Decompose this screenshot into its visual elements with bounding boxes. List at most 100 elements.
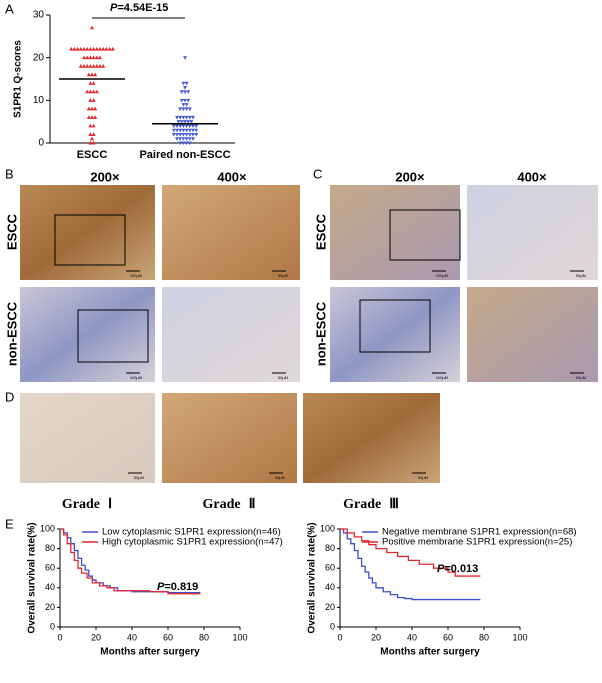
y-tick-label: 0 bbox=[50, 621, 55, 631]
scale-bar-label: 100μM bbox=[436, 375, 448, 380]
point bbox=[88, 140, 93, 145]
annotation: P=0.819 bbox=[157, 581, 198, 593]
survival-curve bbox=[340, 528, 481, 601]
point bbox=[179, 90, 184, 94]
point bbox=[187, 128, 192, 133]
point bbox=[98, 55, 102, 60]
point bbox=[98, 46, 102, 51]
point bbox=[104, 46, 109, 51]
x-tick-label: 40 bbox=[407, 632, 417, 642]
x-tick-label: 0 bbox=[337, 632, 342, 642]
point bbox=[101, 64, 106, 68]
scale-bar-label: 100μM bbox=[436, 273, 448, 278]
annotation: P=0.013 bbox=[437, 563, 478, 575]
point bbox=[82, 46, 86, 51]
point bbox=[186, 98, 191, 103]
point bbox=[171, 124, 176, 129]
point bbox=[191, 124, 195, 129]
panel-label: D bbox=[5, 389, 14, 404]
point bbox=[98, 64, 102, 68]
point bbox=[93, 115, 98, 119]
p-value: =4.54E-15 bbox=[117, 2, 168, 14]
point bbox=[184, 137, 189, 141]
y-tick-label: 20 bbox=[325, 602, 335, 612]
row-label: ESCC bbox=[4, 213, 19, 250]
point bbox=[194, 132, 199, 137]
x-tick-label: ESCC bbox=[77, 149, 108, 161]
x-tick-label: 0 bbox=[57, 632, 62, 642]
point bbox=[78, 64, 83, 68]
point bbox=[88, 123, 93, 128]
point bbox=[69, 46, 74, 51]
scale-bar-label: 50μM bbox=[576, 273, 586, 278]
point bbox=[181, 128, 186, 133]
point bbox=[171, 132, 176, 137]
point bbox=[183, 98, 187, 103]
scale-bar-label: 100μM bbox=[130, 375, 142, 380]
point bbox=[181, 132, 186, 137]
x-tick-label: 20 bbox=[371, 632, 381, 642]
point bbox=[86, 115, 91, 119]
point bbox=[181, 81, 186, 86]
point bbox=[85, 55, 90, 60]
y-tick-label: 0 bbox=[330, 621, 335, 631]
point bbox=[186, 120, 191, 124]
y-tick-label: 10 bbox=[33, 95, 45, 106]
x-tick-label: 20 bbox=[91, 632, 101, 642]
point bbox=[181, 103, 186, 107]
point bbox=[88, 132, 93, 136]
point bbox=[175, 124, 179, 129]
point bbox=[88, 55, 93, 60]
point bbox=[187, 107, 192, 112]
point bbox=[91, 89, 96, 94]
point bbox=[90, 106, 94, 111]
x-axis-label: Months after surgery bbox=[380, 647, 480, 658]
grade-numeral: Ⅲ bbox=[389, 497, 399, 512]
point bbox=[179, 98, 184, 103]
point bbox=[91, 81, 96, 85]
point bbox=[91, 55, 96, 60]
point bbox=[175, 137, 179, 141]
point bbox=[184, 124, 189, 129]
p-value: =0.013 bbox=[444, 563, 478, 575]
grade-numeral: Ⅱ bbox=[249, 497, 256, 512]
y-tick-label: 40 bbox=[325, 582, 335, 592]
column-header: 400× bbox=[517, 169, 547, 184]
point bbox=[75, 46, 80, 51]
y-tick-label: 20 bbox=[45, 602, 55, 612]
point bbox=[178, 115, 183, 120]
point bbox=[184, 103, 189, 107]
point bbox=[88, 64, 93, 68]
scale-bar-label: 50μM bbox=[576, 375, 586, 380]
scale-bar-label: 100μM bbox=[130, 273, 142, 278]
point bbox=[181, 115, 186, 120]
point bbox=[90, 72, 94, 77]
grade-label: Grade Ⅲ bbox=[343, 497, 399, 512]
point bbox=[85, 46, 90, 51]
point bbox=[88, 89, 93, 94]
point bbox=[91, 98, 96, 102]
point bbox=[91, 132, 96, 136]
row-label: non-ESCC bbox=[4, 301, 19, 366]
scale-bar-label: 50μM bbox=[275, 475, 285, 480]
point bbox=[101, 46, 106, 51]
column-header: 200× bbox=[90, 169, 120, 184]
survival-curve bbox=[340, 528, 481, 577]
scale-bar-label: 50μM bbox=[418, 475, 428, 480]
point bbox=[107, 46, 112, 51]
p-italic: P bbox=[437, 563, 445, 575]
y-tick-label: 80 bbox=[45, 543, 55, 553]
y-tick-label: 60 bbox=[325, 563, 335, 573]
grade-numeral: Ⅰ bbox=[108, 497, 112, 512]
scale-bar-label: 50μM bbox=[278, 273, 288, 278]
grade-word: Grade bbox=[203, 497, 241, 512]
point bbox=[191, 115, 195, 120]
point bbox=[93, 72, 98, 77]
point bbox=[183, 56, 187, 60]
point bbox=[183, 90, 187, 94]
point bbox=[78, 46, 83, 51]
legend-entry: Positive membrane S1PR1 expression(n=25) bbox=[382, 537, 572, 548]
annotation: P=4.54E-15 bbox=[110, 2, 168, 14]
point bbox=[179, 120, 184, 124]
point bbox=[175, 128, 179, 133]
